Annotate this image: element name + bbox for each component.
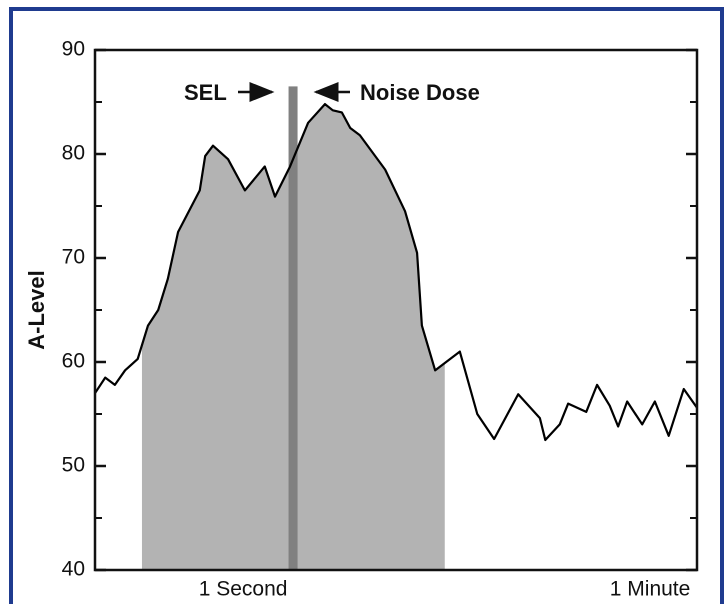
marker-bar bbox=[288, 86, 298, 571]
x-tick-label: 1 Minute bbox=[610, 578, 691, 601]
y-tick-label: 90 bbox=[62, 38, 85, 61]
annotation: Noise Dose bbox=[360, 80, 480, 105]
y-tick-label: 50 bbox=[62, 454, 85, 477]
y-tick-label: 40 bbox=[62, 558, 85, 581]
annotation: SEL bbox=[184, 80, 227, 105]
y-tick-label: 80 bbox=[62, 142, 85, 165]
y-axis-label: A-Level bbox=[24, 270, 49, 349]
shaded-area bbox=[141, 104, 445, 570]
y-tick-label: 60 bbox=[62, 350, 85, 373]
line bbox=[94, 102, 698, 442]
y-tick-label: 70 bbox=[62, 246, 85, 269]
plot: 40 50 60 70 80 90 1 Second 1 Minute bbox=[62, 38, 699, 601]
frame bbox=[9, 7, 724, 604]
x-tick-label: 1 Second bbox=[199, 578, 288, 601]
